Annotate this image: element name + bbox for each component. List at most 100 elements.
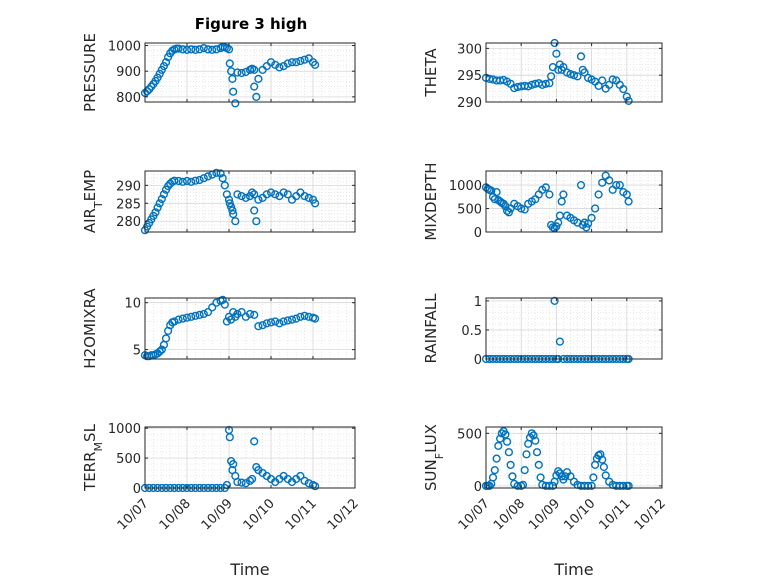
data-point [178,45,187,54]
data-point [262,319,271,328]
data-point [254,322,263,331]
data-point [233,477,242,487]
x-axis-label: Time [553,560,593,579]
data-point [504,208,514,217]
data-point [228,206,237,215]
y-tick-label: 1 [474,295,482,310]
data-point [254,74,263,84]
data-point [504,448,514,457]
data-point [296,471,305,481]
data-point [517,204,526,213]
data-point [608,75,617,84]
data-point [552,49,561,58]
data-point [178,177,187,186]
y-axis-label: RAINFALL [422,293,440,364]
subplot-5: 5 10 H2OMIXRA [81,288,356,369]
data-point [225,433,234,442]
data-point [229,87,238,96]
data-point [546,72,556,81]
data-point [311,314,320,323]
data-point [182,313,192,322]
data-point [178,314,187,323]
data-point [174,176,183,186]
y-tick-label: 500 [457,203,482,218]
data-point [522,450,531,459]
data-point [237,308,246,317]
y-axis-label: THETA [422,48,440,98]
data-point [229,460,238,469]
y-tick-label: 1000 [449,179,482,194]
data-point [541,183,550,192]
data-point [287,315,297,324]
data-point [250,82,259,91]
y-tick-label: 500 [116,452,141,467]
data-point [241,67,250,77]
data-point [203,172,213,181]
data-point [311,199,320,208]
data-point [237,478,246,487]
data-point [233,309,242,319]
data-point [159,61,169,71]
axes-box [144,170,356,233]
data-point [275,319,284,328]
data-point [161,334,171,343]
data-point [245,309,255,319]
data-point [596,450,605,459]
y-axis-label: PRESSURE [81,33,99,112]
data-point [587,213,596,223]
data-point [157,345,166,354]
data-point [573,72,582,81]
data-point [492,188,501,197]
data-point [237,68,246,78]
y-tick-label: 1000 [108,40,141,55]
y-tick-label: 500 [457,427,482,442]
data-point [508,472,517,481]
data-point [503,437,512,446]
axes-box [144,42,356,103]
data-point [283,316,292,325]
data-point [187,177,196,186]
data-point [494,441,503,451]
data-point [250,65,259,75]
y-tick-label: 0.5 [461,324,482,339]
data-point [161,58,171,67]
data-point [271,317,280,326]
data-point [220,300,229,309]
data-point [250,437,259,446]
data-point [191,311,200,320]
data-point [559,190,568,199]
data-point [612,181,621,190]
data-point [170,317,179,326]
subplot-1: 800 900 1000 PRESSURE [81,33,356,112]
data-point [155,199,164,208]
data-point [531,436,540,445]
x-axis-label: Time [229,560,269,579]
data-series [140,295,320,361]
data-point [248,188,257,197]
y-tick-label: 285 [116,197,141,212]
data-point [292,58,301,67]
data-point [275,63,284,72]
data-point [245,476,255,485]
data-point [589,473,598,482]
data-point [203,45,213,54]
data-point [218,174,227,183]
data-point [580,218,589,227]
data-point [208,303,217,312]
data-point [287,58,297,67]
data-point [155,347,164,356]
data-point [311,482,320,491]
data-point [605,176,614,185]
data-point [233,190,242,199]
data-point [266,58,276,67]
y-tick-label: 295 [457,69,482,84]
axes-box [485,42,663,103]
data-point [208,45,217,55]
data-point [598,76,607,85]
data-point [300,311,309,320]
data-point [545,481,554,491]
data-point [252,92,261,102]
data-point [155,69,164,78]
data-point [262,190,271,199]
data-point [229,308,238,317]
